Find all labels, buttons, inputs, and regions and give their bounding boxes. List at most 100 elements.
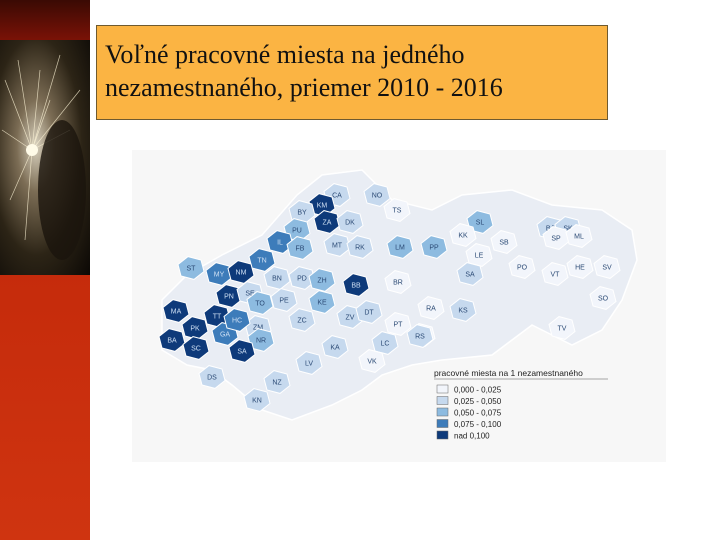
svg-text:CA: CA [332,193,342,200]
svg-text:PK: PK [190,326,200,333]
svg-text:DS: DS [207,375,217,382]
svg-text:SA: SA [237,349,247,356]
svg-text:HC: HC [232,318,242,325]
district-ra: RA [417,296,445,320]
svg-text:PN: PN [224,294,234,301]
svg-text:ZA: ZA [323,220,332,227]
legend-label-0: 0,000 - 0,025 [454,386,502,395]
district-ke: KE [308,290,336,314]
legend-label-3: 0,075 - 0,100 [454,420,502,429]
district-nr: NR [247,328,275,352]
district-ts: TS [383,198,411,222]
svg-text:SP: SP [551,236,561,243]
svg-text:BY: BY [297,210,307,217]
legend-title: pracovné miesta na 1 nezamestnaného [434,368,583,378]
svg-text:DT: DT [364,310,374,317]
legend-label-4: nad 0,100 [454,432,490,441]
district-sb: SB [490,230,518,254]
svg-text:TS: TS [393,208,402,215]
svg-text:VK: VK [367,359,377,366]
choropleth-map: CAKMNOTSBYZAPUDKILFBMTRKLMPPSLKKSBBJSKSP… [132,150,666,462]
district-tv: TV [548,316,576,340]
svg-text:TV: TV [558,326,567,333]
district-bb: BB [342,273,370,297]
district-pt: PT [384,312,412,336]
slide-title-box: Voľné pracovné miesta na jedného nezames… [96,25,608,120]
district-zh: ZH [308,268,336,292]
district-ds: DS [198,365,226,389]
svg-text:SC: SC [191,346,201,353]
svg-text:ZH: ZH [317,278,326,285]
svg-text:ML: ML [574,234,584,241]
district-sv: SV [593,255,621,279]
district-ks: KS [449,298,477,322]
district-hc: HC [223,308,251,332]
svg-text:KK: KK [458,233,468,240]
map-legend: pracovné miesta na 1 nezamestnaného 0,000… [434,368,608,441]
district-dt: DT [355,300,383,324]
left-bar-top [0,0,90,40]
svg-text:NO: NO [372,193,383,200]
district-ml: ML [565,224,593,248]
welding-sparks-photo [0,40,90,275]
legend-swatch-2 [436,407,449,417]
svg-text:RS: RS [415,334,425,341]
svg-text:TN: TN [257,258,266,265]
svg-text:PU: PU [292,228,302,235]
svg-text:TO: TO [255,301,265,308]
svg-text:MT: MT [332,243,343,250]
district-so: SO [589,286,617,310]
district-pe: PE [270,288,298,312]
svg-text:LE: LE [475,253,484,260]
svg-text:DK: DK [345,220,355,227]
district-dk: DK [336,210,364,234]
svg-text:RK: RK [355,245,365,252]
district-fb: FB [286,236,314,260]
legend-label-1: 0,025 - 0,050 [454,397,502,406]
svg-text:PO: PO [517,265,528,272]
svg-text:LV: LV [305,361,313,368]
district-no: NO [363,183,391,207]
svg-text:ZV: ZV [346,315,355,322]
svg-text:SL: SL [476,220,485,227]
svg-text:GA: GA [220,332,230,339]
svg-text:BN: BN [272,276,282,283]
district-ba: BA [158,328,186,352]
district-ka: KA [321,335,349,359]
svg-text:SE: SE [245,291,255,298]
svg-text:HE: HE [575,265,585,272]
district-kk: KK [449,223,477,247]
district-lm: LM [386,235,414,259]
svg-text:FB: FB [296,246,305,253]
svg-text:PD: PD [297,276,307,283]
district-il: IL [266,230,294,254]
district-pp: PP [420,235,448,259]
svg-text:LM: LM [395,245,405,252]
district-vt: VT [541,262,569,286]
district-mt: MT [323,233,351,257]
district-nz: NZ [263,370,291,394]
svg-text:SK: SK [563,226,573,233]
district-ma: MA [162,299,190,323]
svg-text:NR: NR [256,338,266,345]
svg-text:RA: RA [426,306,436,313]
svg-text:PP: PP [429,245,439,252]
title-line-1: Voľné pracovné miesta na jedného [105,40,465,69]
legend-label-2: 0,050 - 0,075 [454,409,502,418]
svg-text:PE: PE [279,298,289,305]
district-tn: TN [248,248,276,272]
svg-text:TT: TT [213,314,222,321]
svg-text:BA: BA [167,338,177,345]
title-line-2: nezamestnaného, priemer 2010 - 2016 [105,73,503,102]
svg-text:PT: PT [394,322,404,329]
svg-text:ZM: ZM [253,325,263,332]
svg-text:KS: KS [458,308,468,315]
svg-text:SB: SB [499,240,509,247]
svg-text:KA: KA [330,345,340,352]
district-lc: LC [371,331,399,355]
svg-text:SO: SO [598,296,609,303]
district-br: BR [384,270,412,294]
svg-text:NM: NM [236,270,247,277]
district-pd: PD [288,266,316,290]
district-sa: SA [456,262,484,286]
